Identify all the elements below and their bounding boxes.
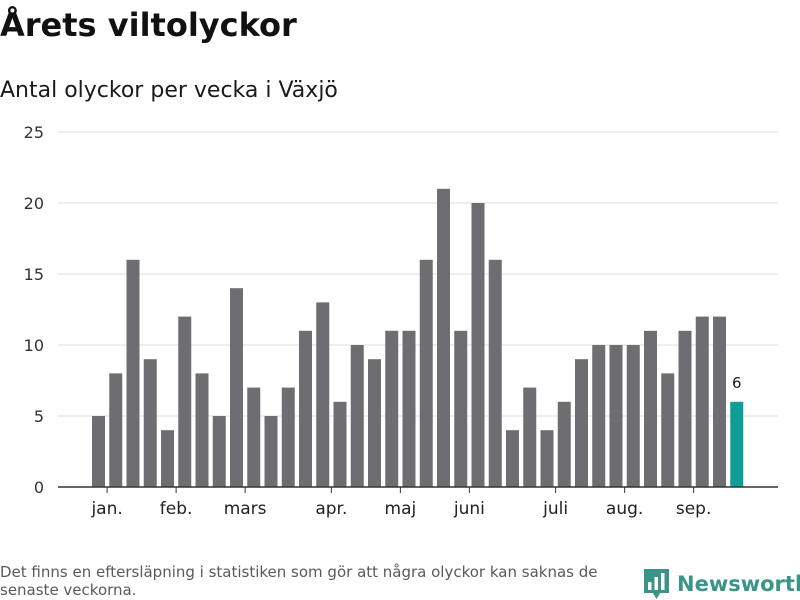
y-tick-label: 15 [24,265,44,284]
bar [350,345,364,487]
bar-chart: 0 5 10 15 20 25 6 jan. feb. mars apr. maj juni juli au… [24,123,778,519]
bar [109,373,123,487]
y-tick-label: 20 [24,194,44,213]
y-tick-label: 10 [24,336,44,355]
x-tick-label: feb. [160,499,193,519]
bar [678,330,692,487]
bar [488,259,502,487]
bar [609,345,623,487]
bar [454,330,468,487]
bar [540,430,554,487]
bar [557,401,571,487]
chart-subtitle: Antal olyckor per vecka i Växjö [0,78,338,103]
x-tick-label: maj [385,499,417,519]
chart-title: Årets viltolyckor [0,6,297,44]
bar [299,330,312,487]
bar [506,430,519,487]
y-tick-label: 5 [34,407,44,426]
bar [402,330,416,487]
x-tick-label: sep. [676,499,712,519]
bar [471,203,485,487]
bar [333,401,347,487]
bar [264,416,278,487]
x-tick-label: juni [453,499,485,519]
bar [230,288,243,487]
bar [385,330,399,487]
footnote: Det finns en eftersläpning i statistiken… [0,563,598,599]
bar-value-label: 6 [732,374,742,392]
bar [626,345,640,487]
bar [437,188,450,488]
bar-chart-logo-icon [644,569,669,599]
bar [523,387,537,487]
x-tick-label: juli [542,499,568,519]
bar [178,316,192,487]
x-tick-label: jan. [90,499,122,519]
bar [195,373,209,487]
highlighted-bar [730,401,744,487]
brand-name: Newsworthy [677,572,800,596]
bar [592,345,606,487]
bar [92,416,105,487]
bar [695,316,709,487]
bar [368,359,381,487]
bar [419,259,433,487]
x-tick-label: apr. [315,499,347,519]
bar [661,373,675,487]
x-tick-label: mars [224,499,267,519]
newsworthy-logo: Newsworthy [644,568,800,600]
y-tick-label: 25 [24,123,44,142]
bar [713,316,726,487]
bar [247,387,261,487]
bar [644,330,657,487]
x-tick-label: aug. [606,499,643,519]
y-tick-label: 0 [34,478,44,497]
bar [143,359,157,487]
bar [316,302,330,487]
bar [126,259,140,487]
bar [281,387,295,487]
bar [212,416,226,487]
bar [161,430,174,487]
bar [575,359,588,487]
